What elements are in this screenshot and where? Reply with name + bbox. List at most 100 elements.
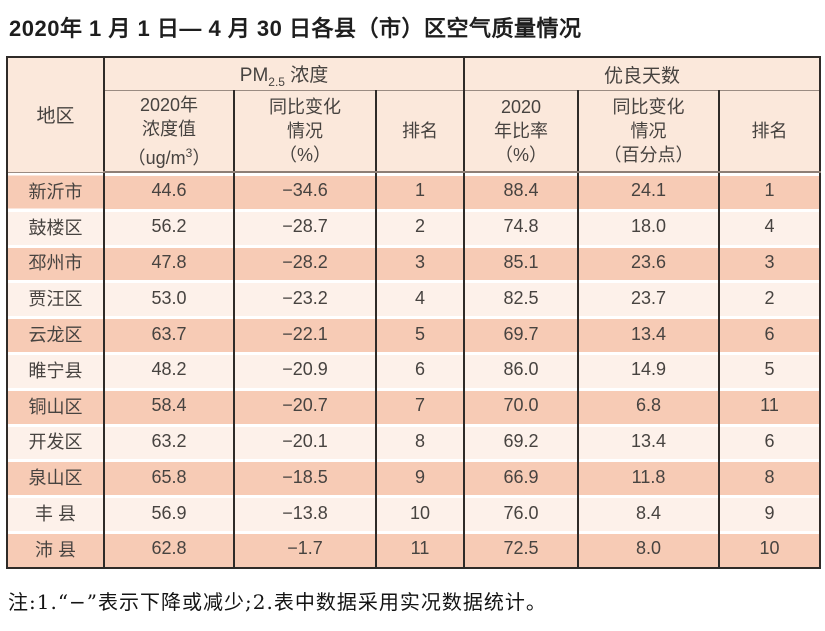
pm-rank-cell: 4 bbox=[375, 280, 464, 317]
pm-change-cell: −13.8 bbox=[233, 495, 376, 531]
pm-change-cell: −1.7 bbox=[233, 530, 376, 568]
good-ratio-cell: 82.5 bbox=[463, 280, 578, 317]
pm-value-cell: 53.0 bbox=[103, 280, 234, 317]
air-quality-table: 地区 PM2.5 浓度 优良天数 2020年 浓度值 （ug/m3） 同比变化 … bbox=[6, 56, 822, 569]
good-ratio-column-header: 2020 年比率 （%） bbox=[463, 90, 578, 173]
good-rank-cell: 10 bbox=[717, 530, 821, 568]
good-ratio-cell: 70.0 bbox=[463, 387, 578, 424]
region-cell: 鼓楼区 bbox=[6, 208, 104, 245]
table-row: 铜山区 58.4 −20.7 7 70.0 6.8 11 bbox=[6, 387, 821, 424]
pm-rank-cell: 11 bbox=[375, 530, 464, 568]
region-cell: 沛 县 bbox=[6, 530, 104, 568]
page-title: 2020年 1 月 1 日— 4 月 30 日各县（市）区空气质量情况 bbox=[9, 16, 582, 41]
good-rank-cell: 11 bbox=[717, 387, 821, 424]
table-row: 丰 县 56.9 −13.8 10 76.0 8.4 9 bbox=[6, 495, 821, 531]
good-ratio-cell: 69.2 bbox=[463, 423, 578, 460]
good-change-column-header: 同比变化 情况 （百分点） bbox=[577, 90, 719, 173]
good-rank-cell: 2 bbox=[717, 280, 821, 317]
good-ratio-cell: 88.4 bbox=[463, 172, 578, 209]
good-rank-cell: 6 bbox=[717, 423, 821, 460]
pm25-subscript: 2.5 bbox=[268, 74, 285, 89]
pm-value-cell: 48.2 bbox=[103, 351, 234, 388]
good-ratio-cell: 74.8 bbox=[463, 208, 578, 245]
pm25-label-tail: 浓度 bbox=[284, 64, 329, 86]
table-row: 贾汪区 53.0 −23.2 4 82.5 23.7 2 bbox=[6, 280, 821, 317]
good-change-cell: 14.9 bbox=[577, 351, 719, 388]
pm-rank-cell: 10 bbox=[375, 495, 464, 531]
good-ratio-cell: 85.1 bbox=[463, 244, 578, 281]
good-change-cell: 13.4 bbox=[577, 423, 719, 460]
pm-change-cell: −20.9 bbox=[233, 351, 376, 388]
table-row: 云龙区 63.7 −22.1 5 69.7 13.4 6 bbox=[6, 316, 821, 352]
good-ratio-cell: 66.9 bbox=[463, 459, 578, 496]
good-ratio-cell: 76.0 bbox=[463, 495, 578, 531]
region-cell: 新沂市 bbox=[6, 172, 104, 209]
pm-change-cell: −28.7 bbox=[233, 208, 376, 245]
pm-rank-column-header: 排名 bbox=[375, 90, 464, 173]
pm-change-cell: −23.2 bbox=[233, 280, 376, 317]
pm-change-cell: −20.7 bbox=[233, 387, 376, 424]
table-row: 邳州市 47.8 −28.2 3 85.1 23.6 3 bbox=[6, 244, 821, 281]
good-change-cell: 8.4 bbox=[577, 495, 719, 531]
table-footnote: 注:1.“−”表示下降或减少;2.表中数据采用实况数据统计。 bbox=[8, 589, 547, 614]
good-change-cell: 11.8 bbox=[577, 459, 719, 496]
good-rank-cell: 4 bbox=[717, 208, 821, 245]
good-rank-cell: 1 bbox=[717, 172, 821, 209]
good-change-cell: 23.6 bbox=[577, 244, 719, 281]
good-rank-column-header: 排名 bbox=[717, 90, 821, 173]
region-cell: 邳州市 bbox=[6, 244, 104, 281]
good-ratio-cell: 69.7 bbox=[463, 316, 578, 352]
good-change-cell: 23.7 bbox=[577, 280, 719, 317]
good-rank-cell: 8 bbox=[717, 459, 821, 496]
group-header-row: 地区 PM2.5 浓度 优良天数 bbox=[6, 57, 821, 173]
good-change-cell: 13.4 bbox=[577, 316, 719, 352]
pm-value-cell: 58.4 bbox=[103, 387, 234, 424]
good-change-cell: 18.0 bbox=[577, 208, 719, 245]
good-change-cell: 24.1 bbox=[577, 172, 719, 209]
good-rank-cell: 5 bbox=[717, 351, 821, 388]
region-cell: 泉山区 bbox=[6, 459, 104, 496]
good-change-cell: 6.8 bbox=[577, 387, 719, 424]
region-cell: 丰 县 bbox=[6, 495, 104, 531]
region-cell: 睢宁县 bbox=[6, 351, 104, 388]
sub-header-row: 2020年 浓度值 （ug/m3） 同比变化 情况 （%） 排名 2020 年比… bbox=[7, 90, 821, 173]
region-cell: 铜山区 bbox=[6, 387, 104, 424]
region-cell: 云龙区 bbox=[6, 316, 104, 352]
pm25-label: PM bbox=[239, 64, 269, 86]
pm-value-cell: 63.7 bbox=[103, 316, 234, 352]
pm-rank-cell: 6 bbox=[375, 351, 464, 388]
pm-value-cell: 65.8 bbox=[103, 459, 234, 496]
good-rank-cell: 9 bbox=[717, 495, 821, 531]
pm-value-cell: 47.8 bbox=[103, 244, 234, 281]
table-row: 开发区 63.2 −20.1 8 69.2 13.4 6 bbox=[6, 423, 821, 460]
table-body: 新沂市 44.6 −34.6 1 88.4 24.1 1 鼓楼区 56.2 −2… bbox=[6, 172, 821, 568]
pm-rank-cell: 2 bbox=[375, 208, 464, 245]
pm-value-cell: 56.2 bbox=[103, 208, 234, 245]
region-cell: 开发区 bbox=[6, 423, 104, 460]
region-column-header: 地区 bbox=[6, 57, 104, 173]
pm-change-column-header: 同比变化 情况 （%） bbox=[233, 90, 376, 173]
pm-rank-cell: 3 bbox=[375, 244, 464, 281]
pm25-group-header: PM2.5 浓度 bbox=[103, 57, 464, 91]
good-rank-cell: 6 bbox=[717, 316, 821, 352]
pm-rank-cell: 5 bbox=[375, 316, 464, 352]
good-change-cell: 8.0 bbox=[577, 530, 719, 568]
table-row: 泉山区 65.8 −18.5 9 66.9 11.8 8 bbox=[6, 459, 821, 496]
pm-value-cell: 56.9 bbox=[103, 495, 234, 531]
pm-change-cell: −18.5 bbox=[233, 459, 376, 496]
pm-change-cell: −34.6 bbox=[233, 172, 376, 209]
table-row: 鼓楼区 56.2 −28.7 2 74.8 18.0 4 bbox=[6, 208, 821, 245]
region-cell: 贾汪区 bbox=[6, 280, 104, 317]
pm-value-cell: 44.6 bbox=[103, 172, 234, 209]
pm-rank-cell: 1 bbox=[375, 172, 464, 209]
pm-value-cell: 63.2 bbox=[103, 423, 234, 460]
pm-rank-cell: 9 bbox=[375, 459, 464, 496]
table-row: 新沂市 44.6 −34.6 1 88.4 24.1 1 bbox=[6, 172, 821, 209]
good-days-group-header: 优良天数 bbox=[462, 57, 821, 91]
pm-value-column-header: 2020年 浓度值 （ug/m3） bbox=[103, 90, 234, 173]
table-row: 沛 县 62.8 −1.7 11 72.5 8.0 10 bbox=[6, 530, 821, 568]
pm-change-cell: −20.1 bbox=[233, 423, 376, 460]
pm-change-cell: −22.1 bbox=[233, 316, 376, 352]
good-ratio-cell: 72.5 bbox=[463, 530, 578, 568]
pm-rank-cell: 8 bbox=[375, 423, 464, 460]
